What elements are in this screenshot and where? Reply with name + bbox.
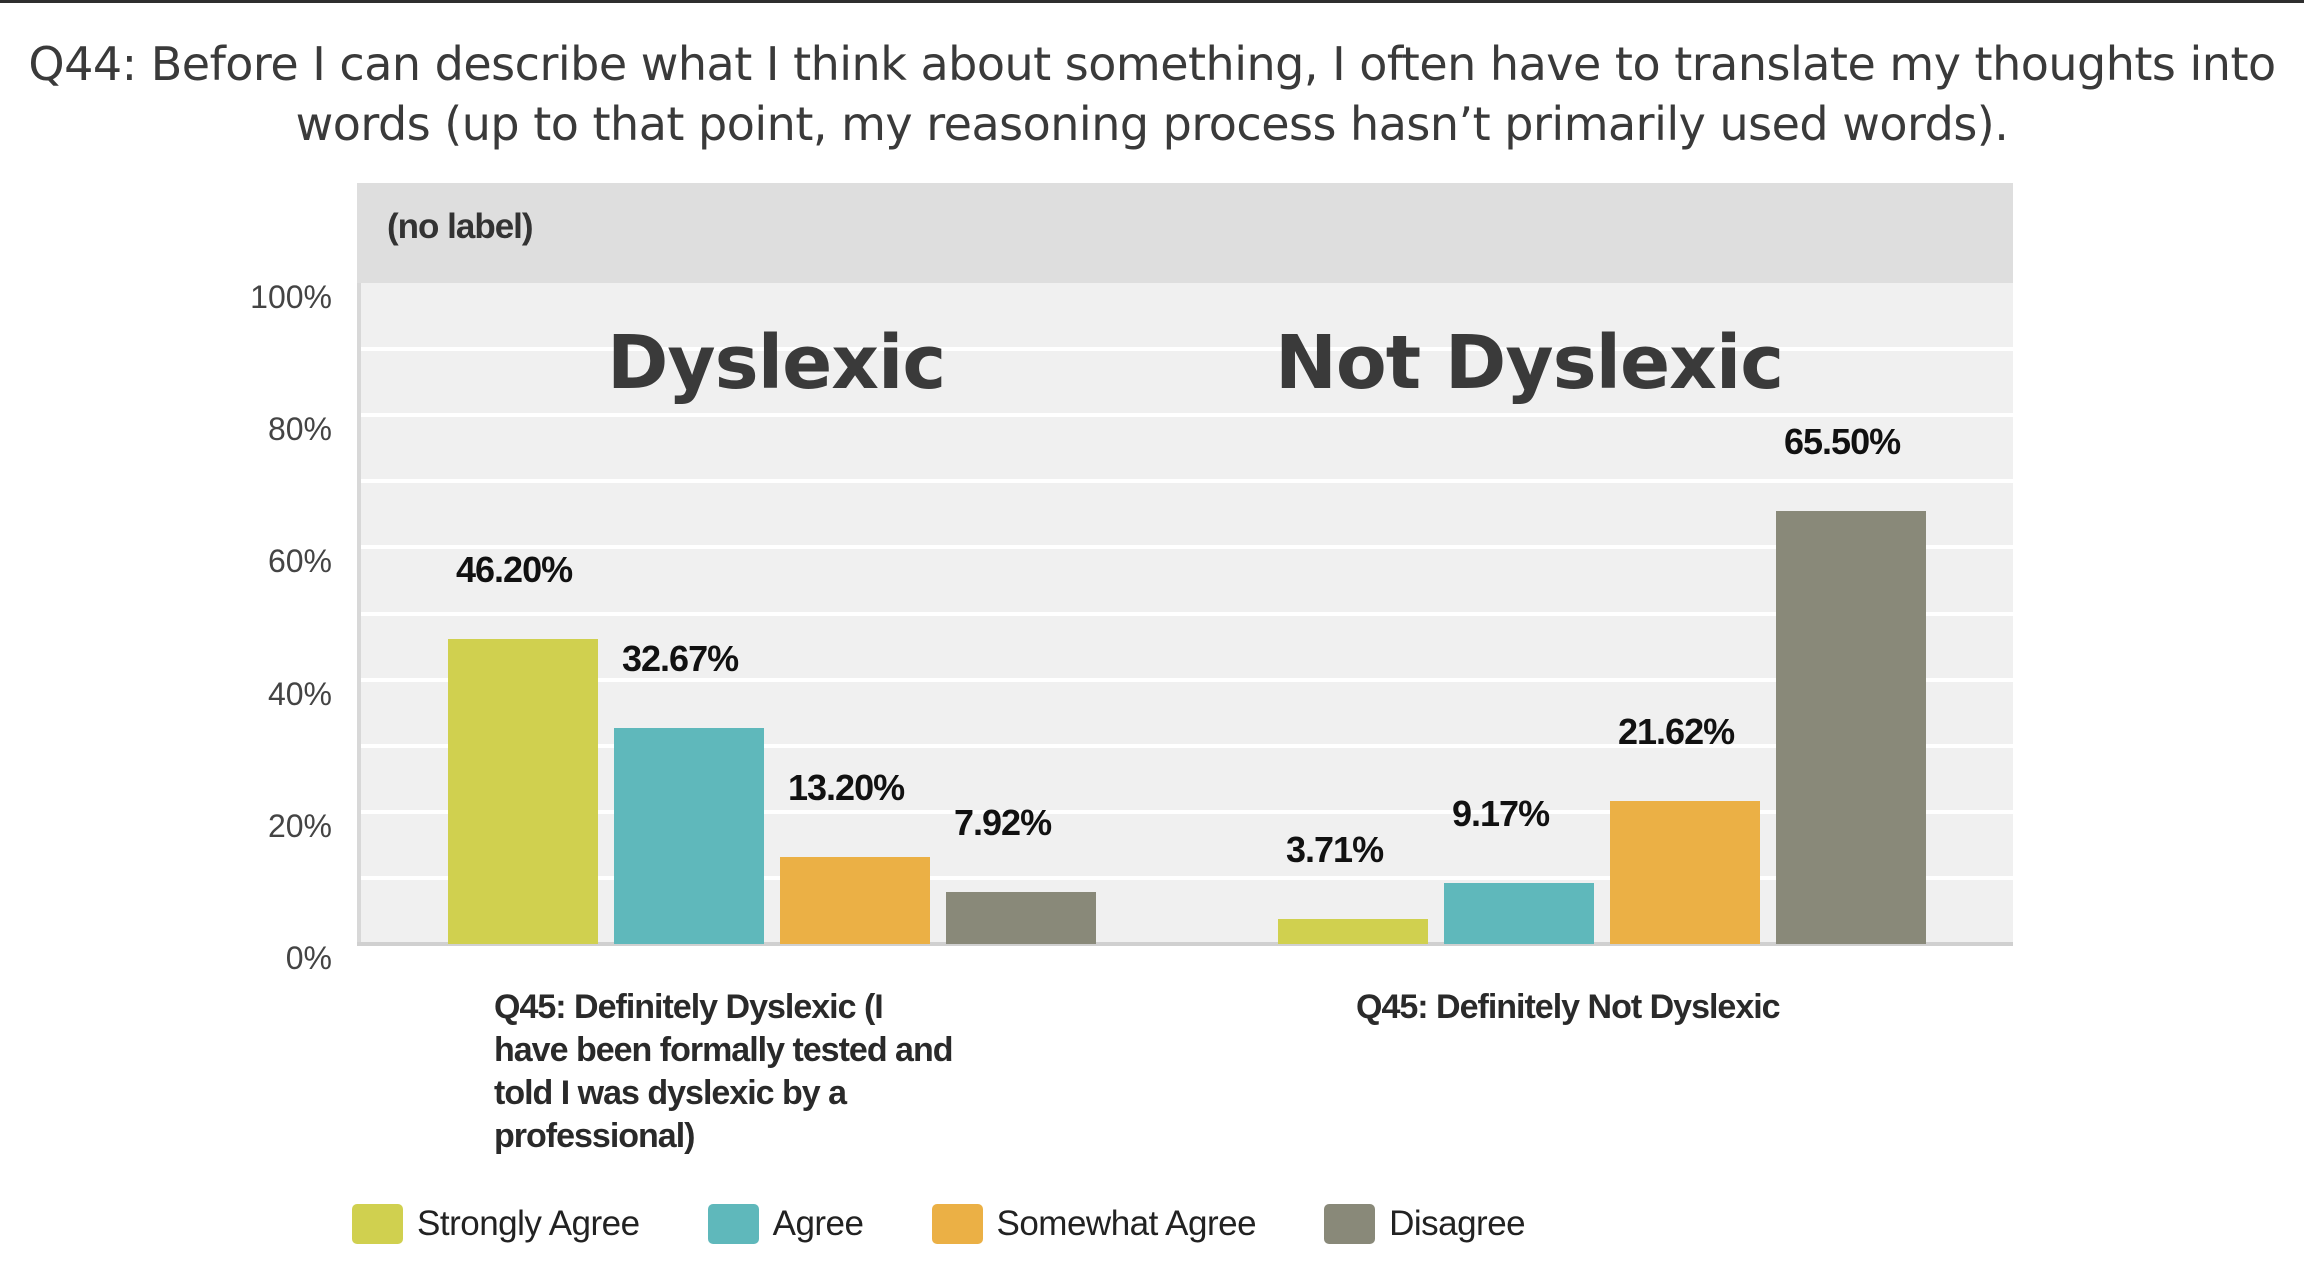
group-title-not-dyslexic: Not Dyslexic [1275,320,1784,406]
bar-disagree[interactable] [1776,511,1926,944]
chart-title-line-1: Q44: Before I can describe what I think … [28,37,2276,91]
panel-label: (no label) [387,207,534,246]
gridline [361,413,2013,418]
y-tick-label: 60% [267,543,332,580]
value-label: 21.62% [1618,711,1735,753]
value-label: 46.20% [456,548,573,590]
legend-swatch-icon [707,1204,759,1244]
legend-swatch-icon [931,1204,983,1244]
bar-somewhat-agree[interactable] [780,856,930,944]
y-tick-label: 0% [285,940,332,976]
x-axis-line [357,942,2013,946]
legend: Strongly Agree Agree Somewhat Agree Disagre… [352,1202,1593,1246]
gridline [361,347,2013,352]
gridline [361,875,2013,880]
y-tick-label: 80% [267,411,332,448]
x-label-line: have been formally tested and [494,1031,953,1069]
value-label: 32.67% [622,638,739,680]
legend-item-disagree[interactable]: Disagree [1324,1204,1526,1244]
bar-somewhat-agree[interactable] [1610,801,1760,944]
bar-disagree[interactable] [946,891,1096,944]
value-label: 7.92% [954,801,1052,843]
x-label-line: Q45: Definitely Not Dyslexic [1356,988,1781,1026]
x-label-line: Q45: Definitely Dyslexic (I [494,988,884,1026]
top-border [0,0,2304,3]
bar-agree[interactable] [1444,883,1594,944]
y-tick-label: 100% [250,279,332,315]
gridline [361,545,2013,550]
legend-item-somewhat-agree[interactable]: Somewhat Agree [931,1204,1257,1244]
x-label-line: professional) [494,1117,695,1155]
bar-agree[interactable] [614,728,764,944]
x-label-line: told I was dyslexic by a [494,1074,847,1112]
y-tick-label: 40% [267,675,332,712]
bar-strongly-agree[interactable] [1278,919,1428,944]
bar-strongly-agree[interactable] [448,638,598,944]
gridline [361,677,2013,682]
gridline [361,743,2013,748]
legend-label: Disagree [1389,1204,1526,1243]
legend-item-agree[interactable]: Agree [707,1204,864,1244]
legend-swatch-icon [1324,1204,1376,1244]
value-label: 13.20% [788,766,905,808]
legend-label: Somewhat Agree [996,1204,1257,1243]
legend-label: Strongly Agree [417,1204,640,1243]
x-category-label-dyslexic: Q45: Definitely Dyslexic (I have been for… [494,986,953,1158]
value-label: 9.17% [1452,793,1550,835]
y-tick-label: 20% [267,807,332,844]
value-label: 65.50% [1784,421,1901,463]
panel-header: (no label) [357,183,2013,283]
legend-label: Agree [772,1204,864,1243]
x-category-label-not-dyslexic: Q45: Definitely Not Dyslexic [1356,986,1781,1029]
legend-item-strongly-agree[interactable]: Strongly Agree [352,1204,640,1244]
group-title-dyslexic: Dyslexic [607,320,946,406]
legend-swatch-icon [352,1204,403,1244]
gridline [361,809,2013,814]
chart-title-line-2: words (up to that point, my reasoning pr… [295,97,2009,151]
gridline [361,611,2013,616]
value-label: 3.71% [1286,829,1384,871]
chart-title: Q44: Before I can describe what I think … [0,34,2304,154]
gridline [361,479,2013,484]
